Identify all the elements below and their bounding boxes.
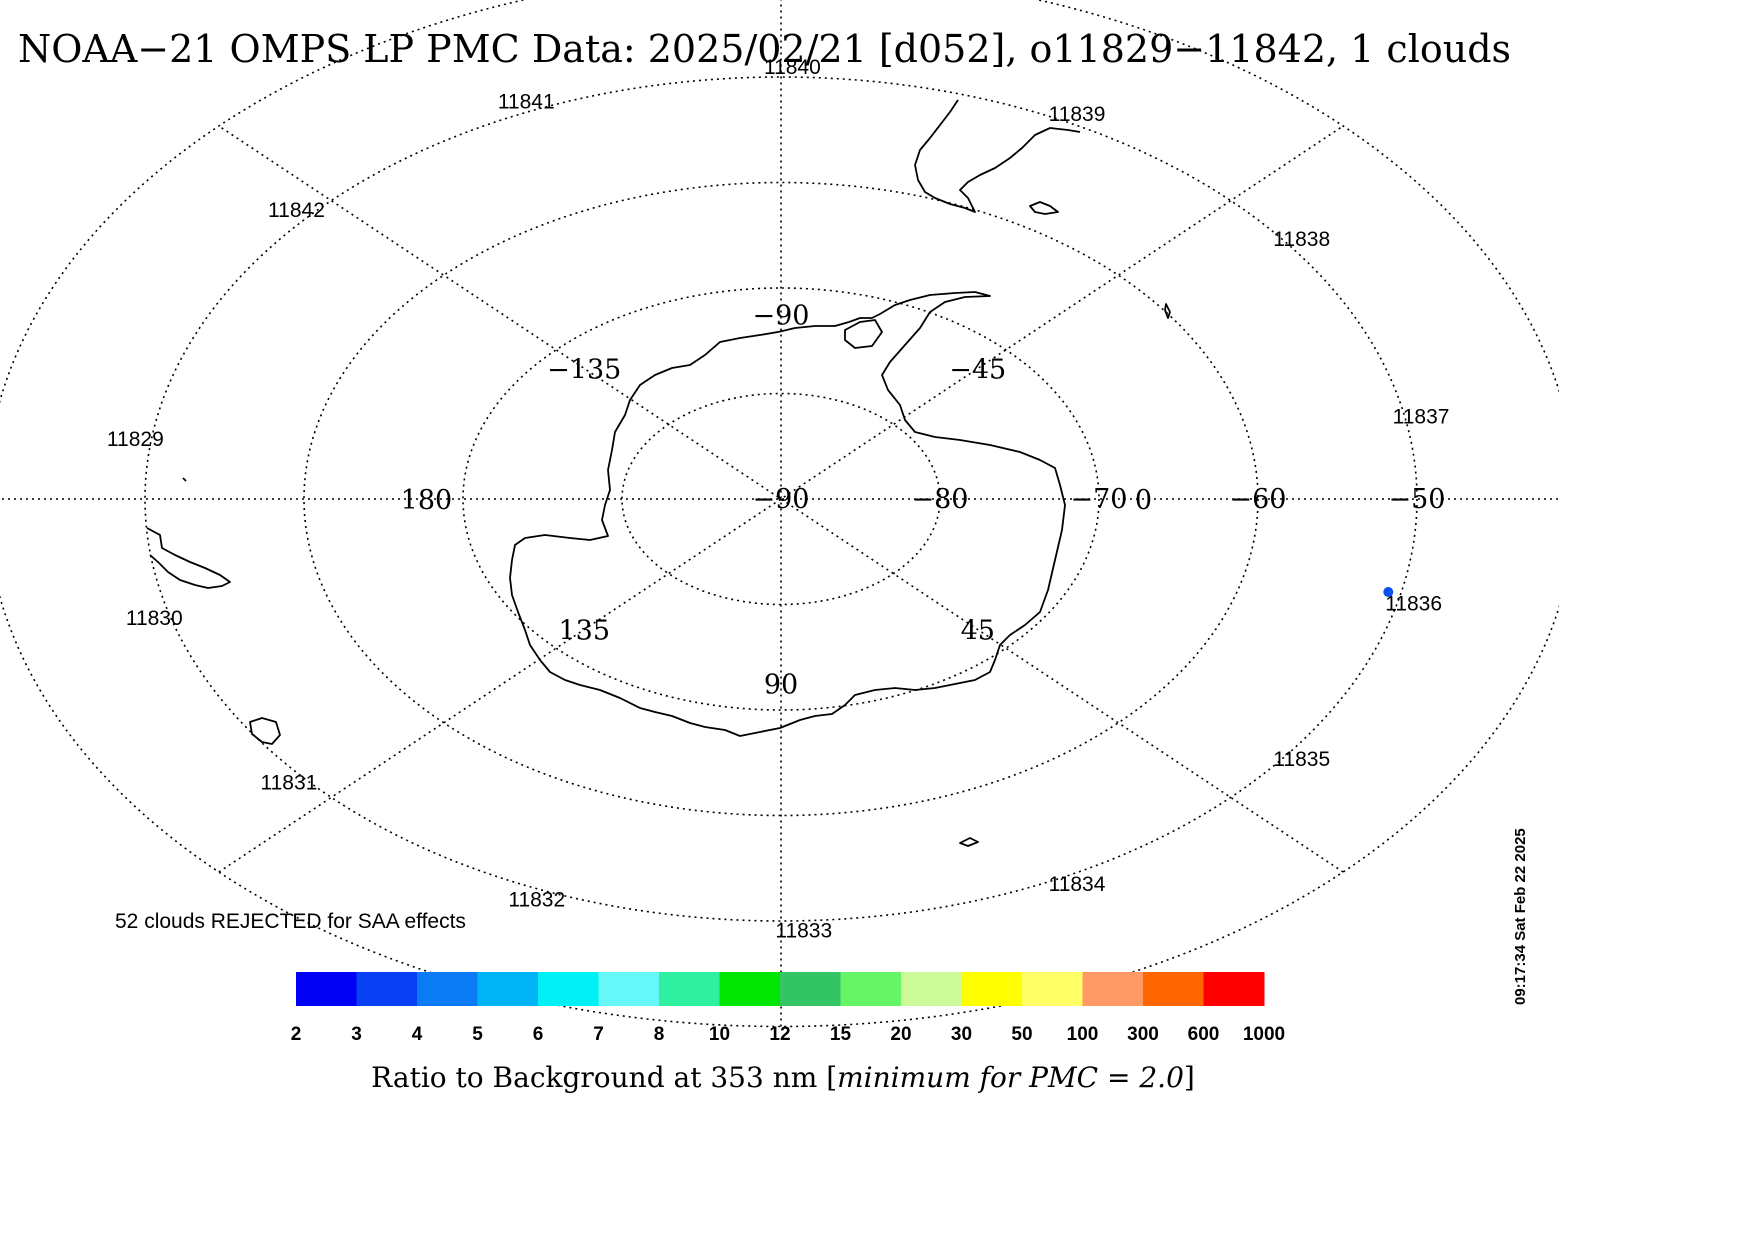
orbit-label: 11830 bbox=[126, 607, 183, 630]
colorbar-title-main: Ratio to Background at 353 nm [ bbox=[371, 1061, 837, 1094]
colorbar-tick-label: 5 bbox=[472, 1024, 483, 1045]
orbit-label: 11841 bbox=[498, 90, 555, 113]
south-america-coastline bbox=[914, 99, 1081, 213]
longitude-label: 45 bbox=[961, 616, 995, 647]
colorbar-swatch bbox=[840, 972, 902, 1006]
colorbar-title-end: ] bbox=[1184, 1061, 1195, 1094]
map-title: NOAA−21 OMPS LP PMC Data: 2025/02/21 [d0… bbox=[18, 27, 1511, 71]
longitude-label: −90 bbox=[753, 300, 810, 331]
colorbar-swatch bbox=[719, 972, 781, 1006]
colorbar-tick-label: 50 bbox=[1011, 1024, 1032, 1045]
colorbar-tick-label: 6 bbox=[533, 1024, 544, 1045]
orbit-label: 11829 bbox=[107, 428, 164, 451]
longitude-label: −135 bbox=[547, 354, 621, 385]
colorbar-swatch bbox=[356, 972, 418, 1006]
longitude-label: 90 bbox=[764, 670, 798, 701]
longitude-label: −45 bbox=[949, 354, 1006, 385]
latitude-labels: −90 −80 −70 −60 −50 bbox=[753, 484, 1446, 515]
orbit-label: 11833 bbox=[775, 920, 832, 943]
colorbar-swatch bbox=[296, 972, 357, 1006]
timestamp: 09:17:34 Sat Feb 22 2025 bbox=[1512, 828, 1529, 1005]
latitude-label: −60 bbox=[1230, 484, 1287, 515]
colorbar-swatch bbox=[1082, 972, 1144, 1006]
longitude-label: 135 bbox=[558, 616, 610, 647]
orbit-label: 11840 bbox=[764, 56, 821, 79]
colorbar-swatches bbox=[296, 972, 1265, 1006]
latitude-circle-4 bbox=[144, 76, 1418, 922]
peninsula-island bbox=[844, 319, 883, 349]
colorbar-tick-label: 30 bbox=[951, 1024, 972, 1045]
orbit-label: 11836 bbox=[1385, 593, 1442, 616]
orbit-label: 11834 bbox=[1049, 873, 1106, 896]
colorbar-tick-label: 15 bbox=[830, 1024, 852, 1045]
graticule bbox=[0, 0, 1559, 1028]
colorbar-swatch bbox=[1022, 972, 1083, 1006]
colorbar-title-italic: minimum for PMC = 2.0 bbox=[837, 1061, 1184, 1094]
colorbar-swatch bbox=[659, 972, 720, 1006]
colorbar-tick-label: 8 bbox=[654, 1024, 665, 1045]
longitude-label: 180 bbox=[401, 485, 453, 516]
orbit-label: 11838 bbox=[1273, 228, 1330, 251]
colorbar-tick-label: 20 bbox=[890, 1024, 911, 1045]
colorbar-tick-label: 600 bbox=[1188, 1024, 1220, 1045]
falkland-islands bbox=[1029, 201, 1059, 215]
orbit-label: 11832 bbox=[508, 889, 565, 912]
kerguelen bbox=[959, 837, 979, 847]
orbit-labels: 11829 11830 11831 11832 11833 11834 11835 11836… bbox=[107, 56, 1450, 943]
latitude-circle-2 bbox=[462, 287, 1100, 711]
latitude-label: −80 bbox=[912, 484, 969, 515]
colorbar-swatch bbox=[1203, 972, 1265, 1006]
antarctica-coastline bbox=[509, 291, 1066, 737]
latitude-label: −50 bbox=[1389, 484, 1446, 515]
orbit-label: 11835 bbox=[1273, 748, 1330, 771]
latitude-label: −70 bbox=[1071, 484, 1128, 515]
colorbar-title: Ratio to Background at 353 nm [minimum f… bbox=[371, 1061, 1195, 1094]
rejected-note: 52 clouds REJECTED for SAA effects bbox=[115, 910, 466, 933]
colorbar-swatch bbox=[598, 972, 660, 1006]
colorbar-tick-label: 10 bbox=[709, 1024, 730, 1045]
colorbar-tick-label: 1000 bbox=[1243, 1024, 1285, 1045]
pmc-clouds bbox=[1383, 587, 1394, 598]
colorbar-tick-label: 100 bbox=[1067, 1024, 1099, 1045]
colorbar-swatch bbox=[780, 972, 841, 1006]
colorbar-ticks: 2 3 4 5 6 7 8 10 12 15 20 30 50 100 300 600 1000 bbox=[291, 1024, 1285, 1045]
coastlines bbox=[146, 99, 1171, 847]
orbit-label: 11842 bbox=[268, 199, 325, 222]
pmc-cloud-marker bbox=[1383, 587, 1394, 598]
colorbar-swatch bbox=[901, 972, 962, 1006]
orbit-label: 11831 bbox=[261, 771, 318, 794]
colorbar-tick-label: 7 bbox=[593, 1024, 604, 1045]
colorbar-tick-label: 2 bbox=[291, 1024, 302, 1045]
colorbar-swatch bbox=[961, 972, 1023, 1006]
colorbar-swatch bbox=[1143, 972, 1204, 1006]
latitude-label: −90 bbox=[753, 484, 810, 515]
colorbar-tick-label: 12 bbox=[769, 1024, 790, 1045]
small-island bbox=[182, 477, 187, 482]
longitude-labels: 0 45 90 135 180 −135 −90 −45 bbox=[401, 300, 1152, 700]
colorbar-swatch bbox=[477, 972, 539, 1006]
colorbar-tick-label: 3 bbox=[351, 1024, 362, 1045]
colorbar-swatch bbox=[538, 972, 599, 1006]
australia-coastline bbox=[146, 527, 231, 589]
colorbar-swatch bbox=[417, 972, 478, 1006]
colorbar-tick-label: 4 bbox=[412, 1024, 423, 1045]
longitude-label: 0 bbox=[1135, 485, 1152, 516]
pmc-map: NOAA−21 OMPS LP PMC Data: 2025/02/21 [d0… bbox=[0, 0, 1559, 1094]
orbit-label: 11837 bbox=[1393, 406, 1450, 429]
orbit-label: 11839 bbox=[1049, 103, 1106, 126]
south-georgia bbox=[1164, 303, 1171, 319]
tasmania bbox=[249, 717, 281, 745]
colorbar: 2 3 4 5 6 7 8 10 12 15 20 30 50 100 300 600 1000 Ratio t… bbox=[291, 972, 1285, 1094]
colorbar-tick-label: 300 bbox=[1127, 1024, 1159, 1045]
